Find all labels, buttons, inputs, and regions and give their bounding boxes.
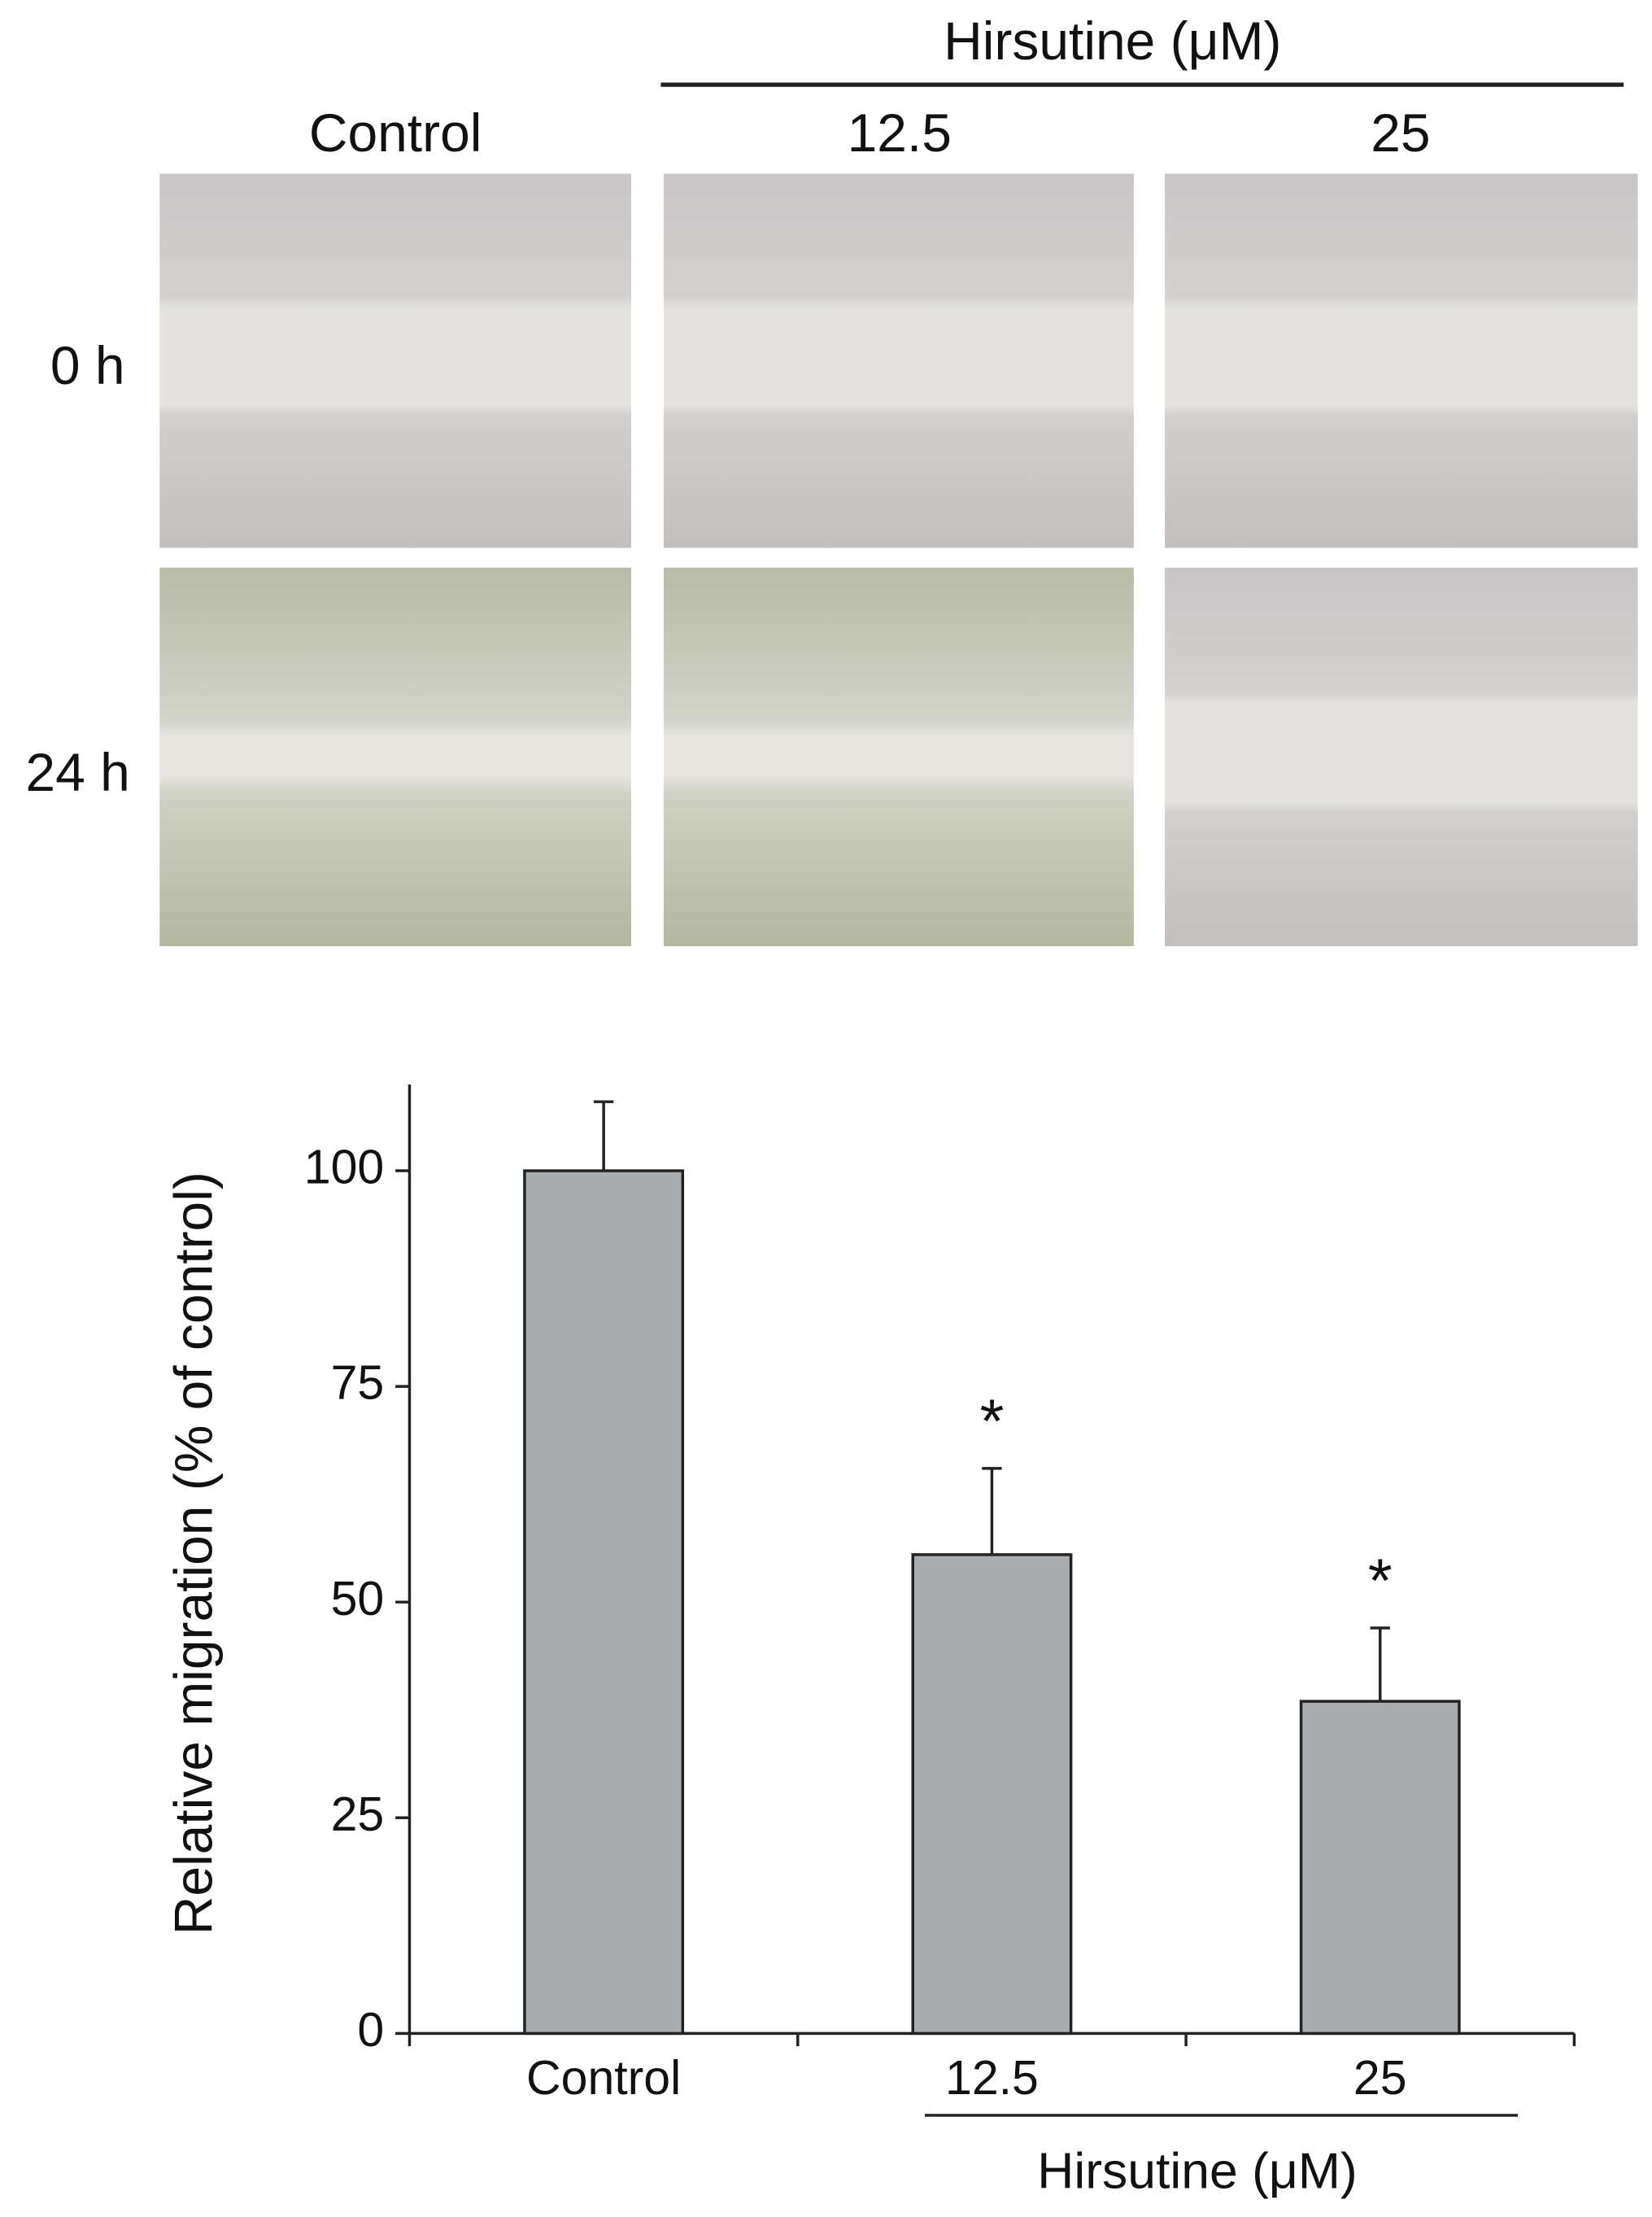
column-label: 25 <box>1371 103 1430 163</box>
row-label: 24 h <box>25 742 129 802</box>
y-tick-label: 0 <box>357 2003 384 2057</box>
micrograph <box>663 173 1134 548</box>
x-tick-label: Control <box>526 2051 681 2105</box>
significance-mark: * <box>980 1387 1005 1456</box>
row-label: 0 h <box>50 335 125 395</box>
y-tick-label: 75 <box>331 1356 385 1410</box>
bar <box>523 1169 685 2036</box>
y-tick-label: 25 <box>331 1787 385 1841</box>
micrograph <box>663 567 1134 946</box>
x-tick-label: 12.5 <box>945 2051 1039 2105</box>
x-group-label: Hirsutine (μM) <box>1037 2142 1357 2199</box>
y-tick-label: 50 <box>331 1572 385 1626</box>
micrograph <box>1165 567 1638 946</box>
column-label: 12.5 <box>848 103 952 163</box>
bar <box>1299 1700 1461 2036</box>
x-tick-label: 25 <box>1353 2051 1407 2105</box>
y-axis-label: Relative migration (% of control) <box>163 1172 224 1935</box>
group-label: Hirsutine (μM) <box>944 11 1281 71</box>
bar <box>911 1553 1073 2036</box>
column-label: Control <box>309 103 482 163</box>
significance-mark: * <box>1368 1547 1393 1616</box>
y-tick-label: 100 <box>304 1141 384 1194</box>
micrograph <box>159 567 631 946</box>
micrograph <box>1165 173 1638 548</box>
micrograph <box>159 173 631 548</box>
